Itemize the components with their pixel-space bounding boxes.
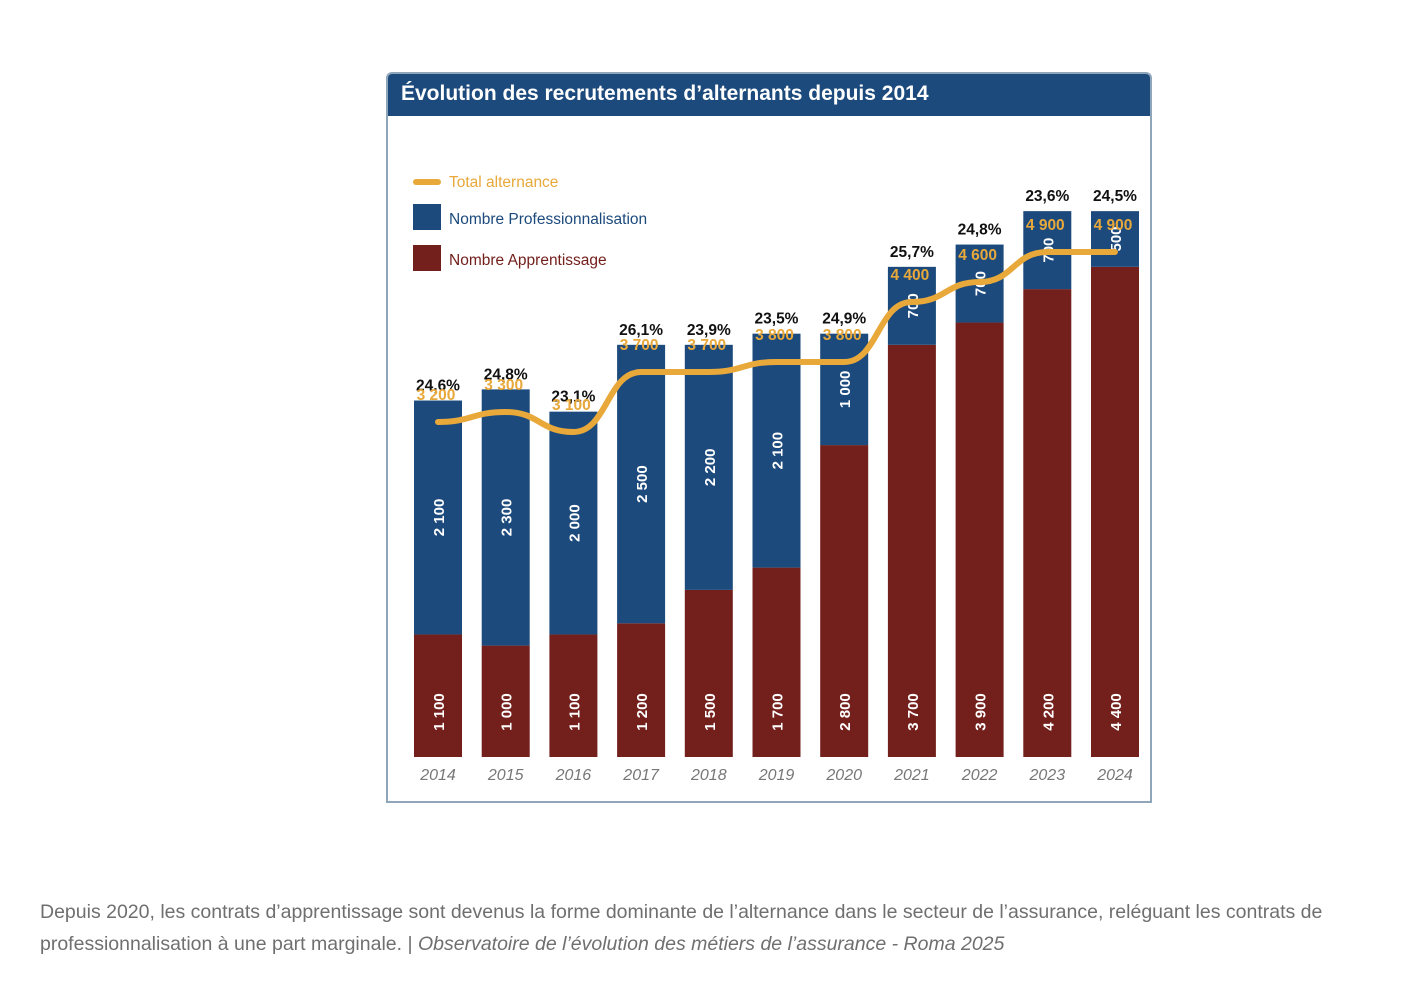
bar-label-professionnalisation: 500 [1108, 226, 1125, 251]
x-tick-label: 2023 [1029, 767, 1066, 784]
bar-label-professionnalisation: 2 300 [499, 499, 516, 537]
chart-svg: Total alternance Nombre Professionnalisat… [413, 174, 1139, 784]
bar-label-apprentissage: 1 100 [566, 693, 583, 731]
x-tick-label: 2015 [487, 767, 524, 784]
bar-professionnalisation [752, 333, 801, 568]
share-label: 24,5% [1093, 188, 1137, 205]
caption-text: Depuis 2020, les contrats d’apprentissag… [40, 901, 1323, 955]
share-label: 23,6% [1025, 188, 1069, 205]
bar-label-apprentissage: 1 700 [770, 693, 787, 731]
share-label: 24,8% [484, 366, 528, 383]
bar-apprentissage [617, 623, 666, 757]
bar-professionnalisation [1091, 211, 1139, 267]
bar-apprentissage [1091, 266, 1139, 757]
bar-apprentissage [549, 634, 598, 757]
legend-label-apprentissage: Nombre Apprentissage [449, 252, 607, 269]
bar-label-apprentissage: 1 500 [702, 693, 719, 731]
chart-title-bar: Évolution des recrutements d’alternants … [388, 74, 1150, 116]
share-label: 23,5% [755, 311, 799, 328]
share-label: 26,1% [619, 322, 663, 339]
bar-label-professionnalisation: 2 100 [431, 499, 448, 537]
bar-label-apprentissage: 2 800 [837, 693, 854, 731]
caption-source: Observatoire de l’évolution des métiers … [417, 933, 1005, 955]
legend-swatch-professionnalisation [413, 204, 441, 230]
line-label-total: 4 900 [1026, 217, 1065, 234]
x-tick-label: 2016 [555, 767, 592, 784]
bar-apprentissage [414, 634, 462, 757]
line-label-total: 3 200 [417, 387, 456, 404]
x-tick-label: 2014 [419, 767, 456, 784]
share-label: 24,8% [958, 222, 1002, 239]
x-tick-label: 2022 [961, 767, 998, 784]
bar-label-professionnalisation: 2 100 [770, 432, 787, 470]
bar-label-apprentissage: 3 700 [905, 693, 922, 731]
share-label: 24,9% [822, 311, 866, 328]
figure-caption: Depuis 2020, les contrats d’apprentissag… [40, 896, 1410, 960]
x-tick-label: 2017 [622, 767, 660, 784]
bar-apprentissage [820, 445, 869, 757]
line-label-total: 4 400 [891, 267, 930, 284]
line-label-total: 3 800 [755, 327, 794, 344]
bar-label-professionnalisation: 2 200 [702, 449, 719, 487]
share-label: 23,9% [687, 322, 731, 339]
share-label: 23,1% [551, 389, 595, 406]
bar-apprentissage [752, 567, 801, 757]
bar-professionnalisation [820, 333, 869, 446]
bar-apprentissage [684, 589, 733, 757]
legend-label-total: Total alternance [449, 174, 558, 191]
chart-frame: Évolution des recrutements d’alternants … [386, 72, 1152, 803]
bar-label-apprentissage: 1 000 [499, 693, 516, 731]
legend-swatch-apprentissage [413, 245, 441, 271]
bar-label-apprentissage: 3 900 [973, 693, 990, 731]
bar-professionnalisation [684, 344, 733, 590]
line-label-total: 3 800 [823, 327, 862, 344]
bar-label-apprentissage: 1 200 [634, 693, 651, 731]
x-tick-label: 2024 [1096, 767, 1133, 784]
bar-apprentissage [955, 322, 1004, 757]
bar-professionnalisation [549, 411, 598, 635]
bar-apprentissage [887, 344, 936, 757]
chart-title: Évolution des recrutements d’alternants … [401, 82, 929, 105]
legend-label-professionnalisation: Nombre Professionnalisation [449, 211, 647, 228]
bar-apprentissage [481, 645, 530, 757]
x-tick-label: 2021 [893, 767, 930, 784]
bar-label-apprentissage: 1 100 [431, 693, 448, 731]
x-tick-label: 2019 [758, 767, 795, 784]
line-label-total: 3 700 [687, 337, 726, 354]
legend-swatch-total [413, 179, 441, 185]
line-label-total: 3 100 [552, 397, 591, 414]
line-label-total: 4 600 [958, 247, 997, 264]
line-label-total: 4 900 [1094, 217, 1133, 234]
bar-professionnalisation [617, 344, 666, 624]
bar-professionnalisation [414, 400, 462, 635]
share-label: 24,6% [416, 378, 460, 395]
bar-label-professionnalisation: 2 500 [634, 465, 651, 503]
bar-label-apprentissage: 4 400 [1108, 693, 1125, 731]
bar-label-professionnalisation: 700 [905, 293, 922, 318]
bar-apprentissage [1023, 289, 1072, 757]
line-label-total: 3 300 [484, 377, 523, 394]
x-tick-label: 2018 [690, 767, 727, 784]
line-label-total: 3 700 [620, 337, 659, 354]
bar-professionnalisation [481, 389, 530, 646]
bar-label-professionnalisation: 2 000 [566, 504, 583, 542]
x-tick-label: 2020 [825, 767, 862, 784]
line-total-alternance [435, 248, 1118, 436]
bar-label-professionnalisation: 1 000 [837, 371, 854, 409]
bar-label-apprentissage: 4 200 [1040, 693, 1057, 731]
share-label: 25,7% [890, 244, 934, 261]
